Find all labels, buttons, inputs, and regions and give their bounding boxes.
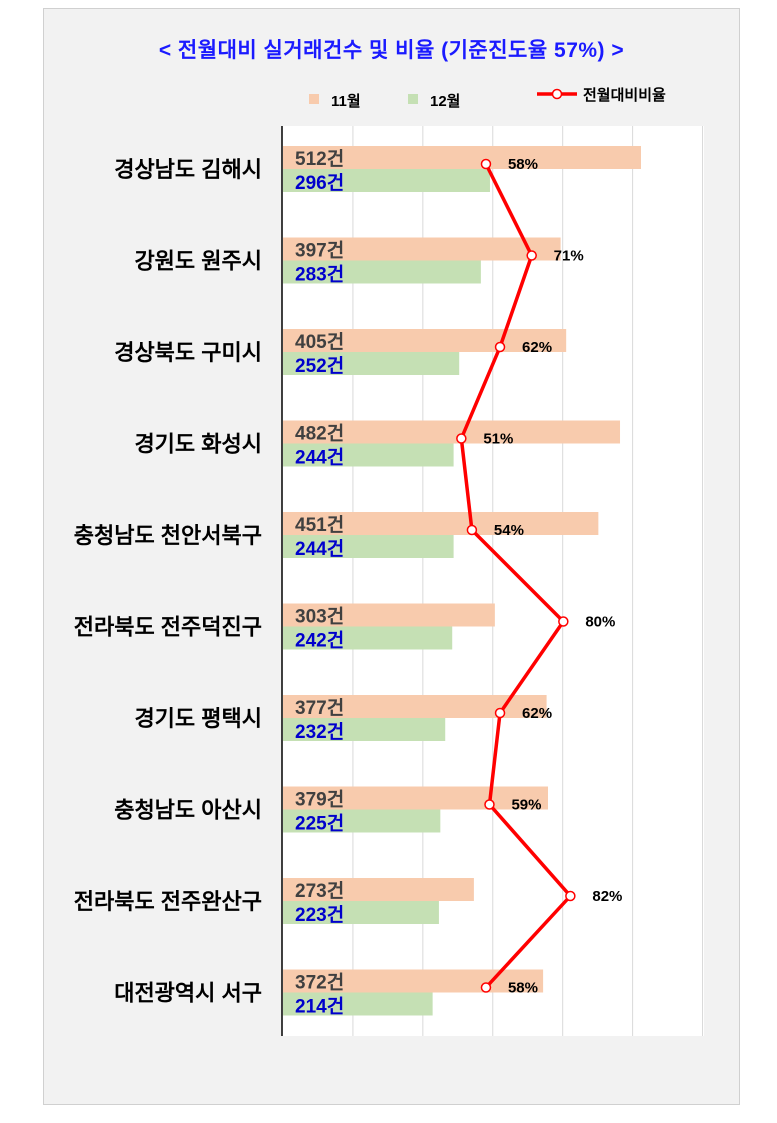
bar-nov — [283, 878, 474, 901]
bar-dec — [283, 718, 446, 741]
bar-nov — [283, 237, 561, 261]
bar-label-dec: 283건 — [295, 264, 344, 286]
bar-dec — [283, 443, 454, 467]
ratio-label: 58% — [508, 156, 538, 173]
bar-label-dec: 244건 — [295, 447, 344, 469]
bar-nov — [283, 603, 495, 627]
bar-label-nov: 273건 — [295, 880, 344, 902]
bar-dec — [283, 260, 481, 284]
bar-nov — [283, 512, 599, 535]
ratio-label: 58% — [508, 980, 538, 997]
bar-nov — [283, 146, 641, 169]
bar-label-nov: 379건 — [295, 789, 344, 811]
category-label: 경상남도 김해시 — [114, 157, 262, 182]
bar-dec — [283, 169, 490, 192]
bar-nov — [283, 969, 544, 993]
legend-label-dec: 12월 — [430, 93, 461, 110]
chart-title: < 전월대비 실거래건수 및 비율 (기준진도율 57%) > — [158, 39, 625, 62]
ratio-label: 82% — [592, 888, 622, 905]
bar-label-nov: 372건 — [295, 972, 344, 994]
ratio-point — [565, 890, 576, 902]
bar-dec — [283, 901, 439, 924]
legend-swatch-nov — [309, 94, 319, 104]
ratio-point — [558, 616, 569, 627]
bar-label-nov: 512건 — [295, 148, 344, 170]
category-label: 충청남도 천안서북구 — [74, 523, 262, 548]
legend-marker-ratio — [551, 88, 563, 100]
ratio-point — [466, 524, 478, 536]
category-label: 경상북도 구미시 — [114, 340, 262, 365]
legend: 11월 12월 전월대비비율 — [309, 87, 666, 110]
bar-dec — [283, 626, 453, 650]
bar-label-dec: 242건 — [295, 630, 344, 652]
bar-nov — [283, 420, 621, 444]
bar-dec — [283, 809, 441, 833]
ratio-label: 80% — [585, 614, 615, 631]
ratio-label: 51% — [483, 431, 513, 448]
bars — [283, 146, 641, 1016]
ratio-label: 59% — [511, 797, 541, 814]
ratio-label: 62% — [522, 705, 552, 722]
bar-label-nov: 377건 — [295, 697, 344, 719]
bar-label-dec: 296건 — [295, 172, 344, 194]
ratio-point — [494, 341, 506, 353]
bar-labels: 512건296건397건283건405건252건482건244건451건244건… — [295, 148, 344, 1018]
bar-label-nov: 482건 — [295, 423, 344, 445]
category-label: 충청남도 아산시 — [114, 798, 262, 823]
ratio-point — [494, 707, 506, 719]
ratio-point — [526, 250, 537, 261]
category-label: 경기도 평택시 — [134, 706, 262, 731]
bar-dec — [283, 535, 454, 558]
category-label: 경기도 화성시 — [134, 432, 262, 457]
ratio-label: 54% — [494, 522, 524, 539]
ratio-point — [456, 433, 467, 444]
bar-label-nov: 451건 — [295, 514, 344, 536]
category-label: 대전광역시 서구 — [114, 981, 262, 1006]
bar-dec — [283, 352, 460, 375]
bar-label-dec: 252건 — [295, 355, 344, 377]
ratio-point — [484, 799, 495, 810]
legend-label-nov: 11월 — [331, 93, 361, 110]
ratio-point — [480, 158, 492, 170]
ratio-line-path — [459, 163, 573, 989]
category-label: 강원도 원주시 — [134, 249, 262, 274]
bar-nov — [283, 695, 547, 718]
bar-label-dec: 214건 — [295, 996, 344, 1018]
ratio-label: 71% — [554, 248, 584, 265]
bar-nov — [283, 786, 549, 810]
ratio-line: 58% 71% 62% 51% 54% 80% 62% 59% 82% 58% — [456, 156, 622, 997]
category-label: 전라북도 전주덕진구 — [74, 615, 262, 640]
bar-label-dec: 223건 — [295, 904, 344, 926]
category-label: 전라북도 전주완산구 — [74, 889, 262, 914]
legend-label-ratio: 전월대비비율 — [583, 87, 666, 104]
bar-label-nov: 303건 — [295, 606, 344, 628]
bar-dec — [283, 992, 433, 1016]
legend-swatch-dec — [408, 94, 418, 104]
bar-label-dec: 244건 — [295, 538, 344, 560]
bar-label-dec: 232건 — [295, 721, 344, 743]
bar-label-dec: 225건 — [295, 813, 344, 835]
bar-label-nov: 405건 — [295, 331, 344, 353]
bar-label-nov: 397건 — [295, 240, 344, 262]
ratio-point — [480, 982, 492, 993]
ratio-label: 62% — [522, 339, 552, 356]
